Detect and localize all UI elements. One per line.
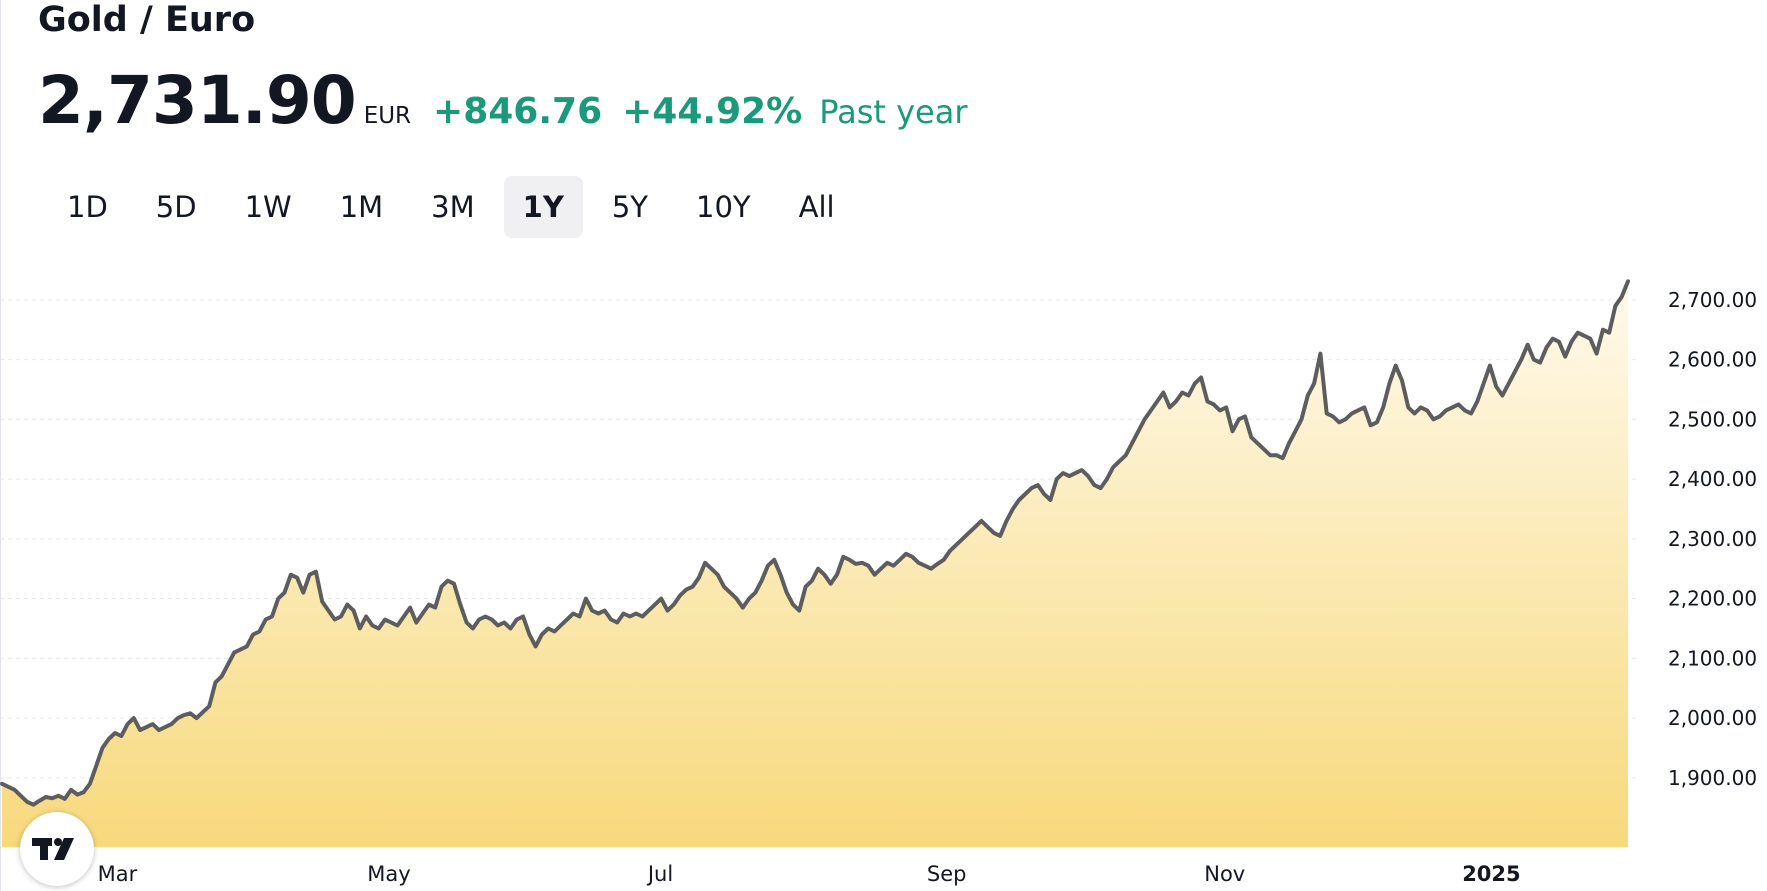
y-tick-label: 2,500.00 <box>1668 407 1757 431</box>
range-tab-3m[interactable]: 3M <box>431 190 475 224</box>
currency-label: EUR <box>363 103 412 129</box>
period-label: Past year <box>819 93 968 131</box>
x-tick-label: 2025 <box>1462 862 1520 886</box>
y-tick-label: 2,600.00 <box>1668 348 1757 372</box>
x-tick-label: Nov <box>1204 862 1245 886</box>
range-tab-all[interactable]: All <box>798 190 835 224</box>
y-tick-label: 2,400.00 <box>1668 467 1757 491</box>
range-tab-1y[interactable]: 1Y <box>503 176 583 238</box>
y-tick-label: 2,300.00 <box>1668 527 1757 551</box>
price-row: 2,731.90 EUR +846.76 +44.92% Past year <box>38 62 968 139</box>
tradingview-logo-icon[interactable] <box>20 812 94 886</box>
range-tab-10y[interactable]: 10Y <box>696 190 751 224</box>
left-border <box>0 0 1 891</box>
price-area-fill <box>2 281 1628 847</box>
last-price: 2,731.90 <box>38 62 357 139</box>
price-line <box>0 279 1630 807</box>
y-tick-label: 2,100.00 <box>1668 646 1757 670</box>
y-tick-label: 2,200.00 <box>1668 587 1757 611</box>
price-change: +846.76 <box>433 91 603 132</box>
range-tab-5y[interactable]: 5Y <box>611 190 649 224</box>
price-change-percent: +44.92% <box>622 91 803 132</box>
x-axis: Mar May Jul Sep Nov 2025 <box>98 862 1521 886</box>
range-tab-1d[interactable]: 1D <box>67 190 108 224</box>
range-tab-1w[interactable]: 1W <box>244 190 292 224</box>
range-tab-1m[interactable]: 1M <box>339 190 384 224</box>
x-tick-label: Jul <box>646 862 673 886</box>
price-chart[interactable]: 1,900.00 2,000.00 2,100.00 2,200.00 2,300.00… <box>0 260 1767 891</box>
y-tick-label: 1,900.00 <box>1668 766 1757 790</box>
x-tick-label: Sep <box>927 862 967 886</box>
x-tick-label: May <box>367 862 410 886</box>
range-selector: 1D 5D 1W 1M 3M 1Y 5Y 10Y All <box>48 176 864 238</box>
y-tick-label: 2,700.00 <box>1668 288 1757 312</box>
y-tick-label: 2,000.00 <box>1668 706 1757 730</box>
x-tick-label: Mar <box>98 862 138 886</box>
symbol-title: Gold / Euro <box>38 0 256 40</box>
range-tab-5d[interactable]: 5D <box>155 190 197 224</box>
tradingview-logo-glyph <box>32 838 74 860</box>
y-axis: 1,900.00 2,000.00 2,100.00 2,200.00 2,300.00… <box>1668 288 1757 790</box>
